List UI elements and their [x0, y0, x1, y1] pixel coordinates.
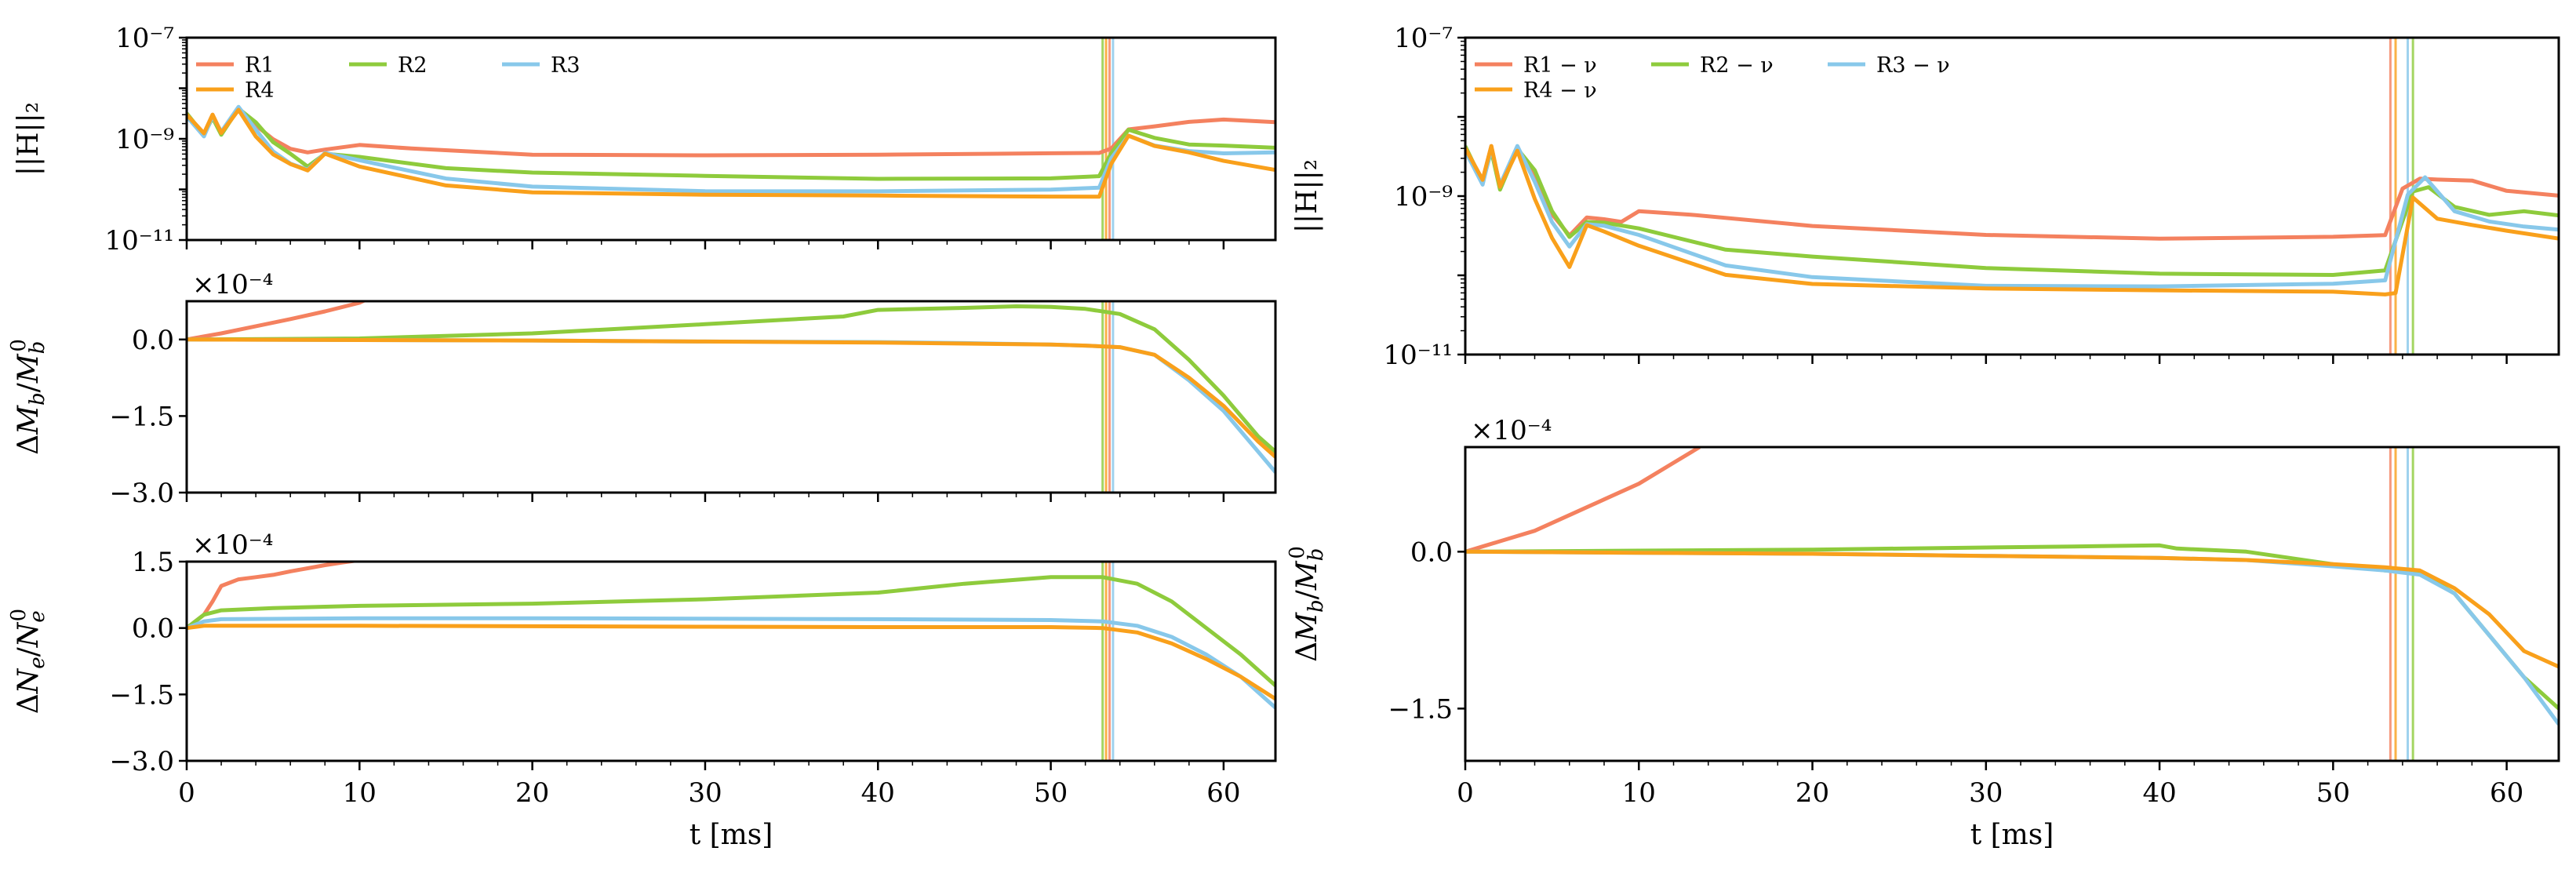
- ytick-label: −3.0: [109, 478, 174, 509]
- legend-label: R1: [245, 53, 275, 78]
- y-axis-label: ΔMb/Mb0: [7, 339, 49, 455]
- panel-left_bottom: 1.5 0.0 −1.5 −3.00 10 20 30 40 50 60 t [ms] ΔNe/Ne0…: [7, 529, 1277, 851]
- multiplier-label: ×10⁻⁴: [192, 529, 273, 561]
- panel-right_top: 10⁻⁷ 10⁻⁹ 10⁻¹¹ ||H||₂ R1 − ν R2 − ν R3 − ν R4 …: [1291, 23, 2560, 371]
- ytick-label: 10⁻¹¹: [1384, 340, 1453, 371]
- xtick-label: 10: [343, 777, 377, 809]
- xtick-label: 30: [688, 777, 722, 809]
- series-line-r4: [187, 337, 1275, 459]
- series-line-r1: [187, 562, 363, 630]
- xtick-label: 60: [2490, 777, 2523, 809]
- ytick-label: −1.5: [109, 679, 174, 711]
- xtick-label: 10: [1622, 777, 1656, 809]
- ytick-label: −3.0: [109, 746, 174, 777]
- series-group: [187, 301, 1275, 474]
- xtick-label: 0: [178, 777, 195, 809]
- merger-markers: [1101, 301, 1115, 493]
- y-axis-label: ||H||₂: [1291, 159, 1323, 233]
- xtick-label: 20: [515, 777, 549, 809]
- series-group: [1465, 447, 2559, 726]
- ytick-label: −1.5: [109, 401, 174, 432]
- y-axis-label: ΔMb/Mb0: [1286, 546, 1328, 662]
- y-axis-label: ||H||₂: [13, 102, 45, 176]
- series-group: [187, 104, 1275, 199]
- legend-label: R4 − ν: [1523, 78, 1597, 103]
- series-line-r4: [187, 624, 1275, 701]
- ytick-label: 10⁻⁷: [1394, 23, 1453, 54]
- ytick-label: 10⁻⁹: [1394, 181, 1453, 213]
- ytick-label: 10⁻¹¹: [105, 225, 174, 256]
- axes-frame: [185, 300, 1277, 494]
- xtick-label: 0: [1457, 777, 1474, 809]
- xtick-label: 60: [1206, 777, 1240, 809]
- series-line-r4: [187, 107, 1275, 199]
- ytick-label: −1.5: [1388, 693, 1453, 725]
- series-group: [187, 562, 1275, 710]
- legend-label: R3: [551, 53, 580, 78]
- x-axis-label: t [ms]: [1970, 819, 2054, 851]
- series-line-r1: [187, 301, 368, 342]
- panel-right_bottom: 0.0 −1.5 0 10 20 30 40 50 60 t [ms] ΔMb/Mb0 ×10⁻⁴: [1286, 415, 2560, 851]
- ytick-label: 0.0: [132, 325, 174, 356]
- merger-markers: [1101, 562, 1115, 761]
- series-line-r2: [187, 575, 1275, 687]
- multiplier-label: ×10⁻⁴: [192, 269, 273, 300]
- legend-label: R1 − ν: [1523, 53, 1597, 78]
- legend: R1 R2 R3 R4: [196, 53, 580, 103]
- xtick-label: 40: [861, 777, 895, 809]
- ytick-label: 1.5: [132, 547, 174, 578]
- merger-markers: [2389, 447, 2414, 761]
- series-line-r4: [1465, 549, 2559, 669]
- series-line-r1: [1465, 447, 1701, 554]
- multiplier-label: ×10⁻⁴: [1471, 415, 1552, 446]
- xtick-label: 50: [2316, 777, 2350, 809]
- ytick-label: 10⁻⁷: [115, 23, 174, 54]
- series-line-r4: [1465, 144, 2559, 296]
- series-line-r2: [187, 304, 1275, 453]
- axes-frame: [1464, 446, 2560, 762]
- ytick-label: 10⁻⁹: [115, 124, 174, 155]
- series-group: [1465, 144, 2559, 296]
- x-axis-label: t [ms]: [689, 819, 773, 851]
- xtick-label: 20: [1796, 777, 1829, 809]
- legend-label: R2 − ν: [1700, 53, 1774, 78]
- xtick-label: 30: [1969, 777, 2003, 809]
- legend-label: R2: [398, 53, 428, 78]
- legend: R1 − ν R2 − ν R3 − ν R4 − ν: [1475, 53, 1950, 103]
- merger-markers: [1101, 38, 1115, 240]
- legend-label: R4: [245, 78, 275, 103]
- series-line-r3: [187, 616, 1275, 710]
- panel-left_top: 10⁻⁷ 10⁻⁹ 10⁻¹¹ ||H||₂ R1 R2 R3 R4: [13, 23, 1277, 256]
- merger-markers: [2389, 38, 2414, 355]
- axes-frame: [185, 560, 1277, 762]
- panel-left_mid: 0.0 −1.5 −3.0 ΔMb/Mb0 ×10⁻⁴: [7, 269, 1277, 509]
- ytick-label: 0.0: [132, 613, 174, 645]
- xtick-label: 40: [2142, 777, 2176, 809]
- y-axis-label: ΔNe/Ne0: [7, 609, 49, 714]
- xtick-label: 50: [1034, 777, 1068, 809]
- legend-label: R3 − ν: [1876, 53, 1950, 78]
- ytick-label: 0.0: [1410, 537, 1453, 568]
